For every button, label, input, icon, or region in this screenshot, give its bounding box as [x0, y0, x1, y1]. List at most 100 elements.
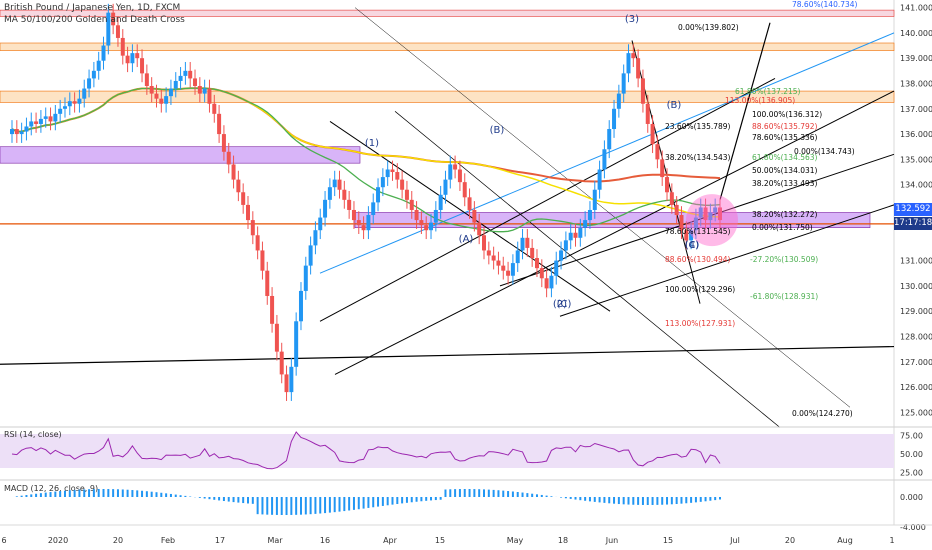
macd-histogram-bar — [126, 489, 129, 497]
candle — [679, 206, 684, 240]
macd-histogram-bar — [54, 491, 57, 497]
macd-histogram-bar — [487, 489, 490, 497]
x-tick-label: 6 — [1, 536, 6, 545]
y-tick-label: 139.000 — [900, 54, 932, 63]
macd-histogram-bar — [420, 497, 423, 502]
macd-histogram-bar — [622, 497, 625, 505]
macd-histogram-bar — [579, 497, 582, 501]
macd-histogram-bar — [463, 489, 466, 497]
macd-histogram-bar — [328, 497, 331, 513]
macd-histogram-bar — [304, 497, 307, 515]
macd-histogram-bar — [492, 489, 495, 497]
candle — [684, 221, 689, 250]
macd-histogram-bar — [410, 497, 413, 503]
fib-label: 88.60%(130.494) — [665, 255, 731, 264]
candle — [221, 125, 226, 161]
candle — [226, 142, 231, 174]
candle — [457, 160, 462, 191]
y-tick-label: 131.000 — [900, 257, 932, 266]
macd-histogram-bar — [449, 489, 452, 497]
candle — [347, 190, 352, 219]
x-tick-label: Feb — [161, 536, 175, 545]
candle — [366, 206, 371, 240]
candle — [91, 61, 96, 88]
macd-histogram-bar — [343, 497, 346, 512]
macd-histogram-bar — [627, 497, 630, 505]
candle — [583, 211, 588, 237]
channel-line — [334, 90, 895, 375]
candle — [111, 3, 116, 35]
macd-histogram-bar — [603, 497, 606, 503]
candle — [62, 97, 67, 118]
candle — [265, 261, 270, 305]
resistance-band — [0, 42, 895, 51]
candle — [626, 44, 631, 83]
macd-histogram-bar — [617, 497, 620, 505]
candle — [130, 44, 135, 73]
y-tick-label: 136.000 — [900, 130, 932, 139]
macd-histogram-bar — [30, 494, 33, 497]
candle — [125, 46, 130, 73]
macd-histogram-bar — [218, 497, 221, 501]
candle — [115, 16, 120, 47]
candle — [154, 84, 159, 108]
candle — [72, 92, 77, 113]
rsi-tick-label: 75.00 — [900, 431, 923, 440]
fib-label: 0.00%(134.743) — [794, 147, 855, 156]
candle — [698, 198, 703, 227]
candle — [539, 259, 544, 288]
macd-histogram-bar — [521, 492, 524, 497]
long-trendline — [0, 345, 895, 365]
fib-label: 100.00%(129.296) — [665, 285, 735, 294]
candle — [414, 201, 419, 229]
macd-histogram-bar — [704, 497, 707, 502]
macd-histogram-bar — [102, 489, 105, 497]
macd-histogram-bar — [15, 496, 18, 497]
candle — [67, 92, 72, 116]
macd-histogram-bar — [174, 494, 177, 497]
macd-histogram-bar — [502, 490, 505, 497]
x-tick-label: 20 — [785, 536, 795, 545]
candle — [563, 231, 568, 260]
macd-label: MACD (12, 26, close, 9) — [4, 484, 98, 493]
macd-histogram-bar — [208, 497, 211, 500]
x-tick-label: May — [507, 536, 524, 545]
wave-label: (A) — [459, 234, 474, 245]
candle — [602, 140, 607, 179]
macd-histogram-bar — [107, 489, 110, 497]
macd-histogram-bar — [367, 497, 370, 508]
macd-histogram-bar — [656, 497, 659, 505]
candle — [231, 155, 236, 189]
candle — [168, 79, 173, 105]
macd-histogram-bar — [232, 497, 235, 503]
macd-histogram-bar — [92, 489, 95, 497]
macd-histogram-bar — [415, 497, 418, 502]
candle — [491, 246, 496, 270]
macd-histogram-bar — [598, 497, 601, 503]
candle — [693, 208, 698, 240]
candle — [193, 69, 198, 95]
candle — [53, 104, 58, 131]
x-tick-label: 20 — [113, 536, 123, 545]
candle — [631, 44, 636, 68]
macd-histogram-bar — [59, 491, 62, 497]
fib-label: 50.00%(134.031) — [752, 166, 818, 175]
candle — [669, 183, 674, 214]
wave-label: (1) — [365, 138, 379, 149]
fib-label: 88.60%(135.792) — [752, 122, 818, 131]
macd-histogram-bar — [271, 497, 274, 515]
macd-histogram-bar — [545, 495, 548, 497]
wave-label: (B) — [667, 100, 682, 111]
candle — [323, 190, 328, 227]
macd-histogram-bar — [83, 489, 86, 497]
candle — [284, 365, 289, 401]
fib-label: 38.20%(133.493) — [752, 179, 818, 188]
wave-label: (3) — [625, 14, 639, 25]
macd-histogram-bar — [661, 497, 664, 505]
candle — [549, 266, 554, 298]
fib-label: 78.60%(131.545) — [665, 227, 731, 236]
x-tick-label: 17 — [215, 536, 225, 545]
macd-histogram-bar — [169, 493, 172, 497]
x-tick-label: 2020 — [48, 536, 68, 545]
